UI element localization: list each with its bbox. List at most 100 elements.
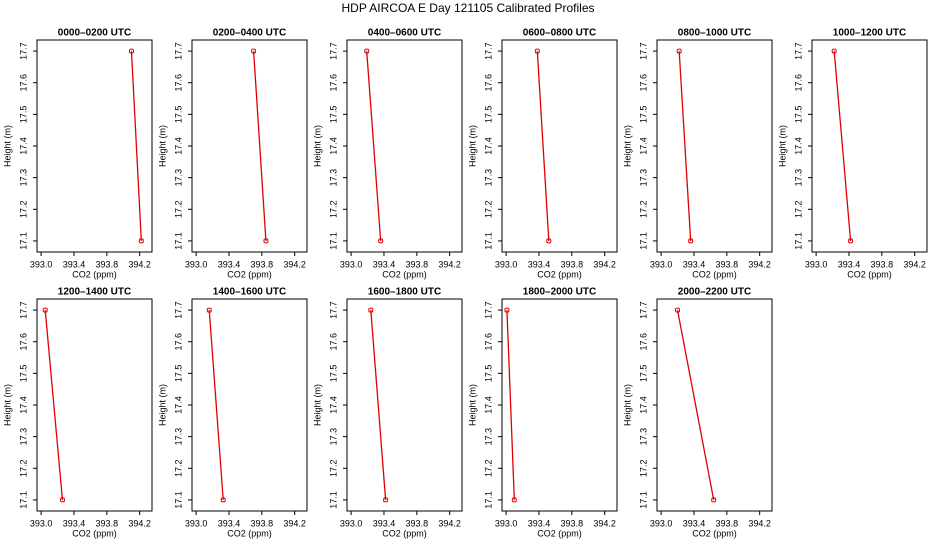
y-tick-label: 17.7	[328, 42, 338, 60]
y-tick-label: 17.1	[18, 491, 28, 509]
y-tick-label: 17.6	[483, 74, 493, 92]
y-tick-label: 17.4	[483, 396, 493, 414]
y-tick-label: 17.4	[638, 396, 648, 414]
y-tick-label: 17.7	[18, 301, 28, 319]
data-point	[675, 307, 681, 313]
x-tick-label: 393.4	[373, 259, 396, 269]
data-line	[366, 51, 382, 241]
x-tick-label: 393.8	[96, 518, 119, 528]
y-tick-label: 17.7	[483, 42, 493, 60]
data-point	[546, 238, 552, 244]
x-tick-label: 393.0	[650, 518, 673, 528]
x-tick-label: 393.4	[528, 518, 551, 528]
data-point	[128, 48, 134, 54]
x-axis-label: CO2 (ppm)	[537, 528, 582, 538]
plot-frame	[36, 39, 153, 253]
x-axis-label: CO2 (ppm)	[382, 269, 427, 279]
data-point	[220, 497, 226, 503]
x-tick-label: 393.0	[805, 259, 828, 269]
y-tick-label: 17.6	[638, 333, 648, 351]
chart-title: HDP AIRCOA E Day 121105 Calibrated Profi…	[341, 1, 594, 15]
y-tick-label: 17.2	[483, 460, 493, 478]
panel-title: 1600–1800 UTC	[368, 287, 441, 298]
y-axis-label: Height (m)	[312, 125, 322, 167]
y-tick-label: 17.3	[18, 428, 28, 446]
y-tick-label: 17.4	[328, 137, 338, 155]
y-tick-label: 17.5	[483, 106, 493, 124]
panel-title: 0000–0200 UTC	[58, 28, 131, 39]
y-tick-label: 17.2	[483, 201, 493, 219]
y-tick-label: 17.2	[638, 460, 648, 478]
y-axis-label: Height (m)	[467, 384, 477, 426]
data-point	[534, 48, 540, 54]
x-tick-label: 394.2	[903, 259, 926, 269]
y-tick-label: 17.7	[18, 42, 28, 60]
x-tick-label: 394.2	[283, 518, 306, 528]
plot-frame	[191, 298, 308, 512]
y-axis-label: Height (m)	[777, 125, 787, 167]
x-tick-label: 393.4	[683, 518, 706, 528]
y-tick-label: 17.4	[173, 396, 183, 414]
plot-frame	[656, 39, 773, 253]
data-point	[263, 238, 269, 244]
y-tick-label: 17.3	[18, 169, 28, 187]
x-axis-label: CO2 (ppm)	[847, 269, 892, 279]
x-tick-label: 393.0	[495, 518, 518, 528]
data-line	[208, 310, 224, 500]
y-tick-label: 17.7	[638, 42, 648, 60]
x-tick-label: 394.2	[748, 518, 771, 528]
y-tick-label: 17.5	[328, 106, 338, 124]
y-axis-label: Height (m)	[157, 384, 167, 426]
panel-title: 0200–0400 UTC	[213, 28, 286, 39]
y-tick-label: 17.3	[483, 428, 493, 446]
y-tick-label: 17.5	[483, 365, 493, 383]
y-tick-label: 17.2	[328, 460, 338, 478]
data-point	[42, 307, 48, 313]
y-tick-label: 17.1	[793, 232, 803, 250]
y-tick-label: 17.3	[638, 428, 648, 446]
x-tick-label: 393.0	[495, 259, 518, 269]
x-tick-label: 393.4	[218, 518, 241, 528]
data-point	[138, 238, 144, 244]
plot-frame	[811, 39, 928, 253]
y-tick-label: 17.4	[173, 137, 183, 155]
y-tick-label: 17.4	[793, 137, 803, 155]
y-tick-label: 17.6	[483, 333, 493, 351]
y-tick-label: 17.7	[483, 301, 493, 319]
panel-title: 1400–1600 UTC	[213, 287, 286, 298]
y-tick-label: 17.5	[638, 106, 648, 124]
panel-title: 0800–1000 UTC	[678, 28, 751, 39]
y-tick-label: 17.1	[173, 232, 183, 250]
y-tick-label: 17.2	[18, 460, 28, 478]
y-tick-label: 17.1	[638, 491, 648, 509]
x-tick-label: 393.8	[871, 259, 894, 269]
y-tick-label: 17.4	[328, 396, 338, 414]
y-tick-label: 17.7	[328, 301, 338, 319]
y-tick-label: 17.2	[638, 201, 648, 219]
y-tick-label: 17.6	[18, 74, 28, 92]
x-tick-label: 394.2	[283, 259, 306, 269]
y-tick-label: 17.1	[483, 491, 493, 509]
x-tick-label: 393.4	[373, 518, 396, 528]
data-point	[688, 238, 694, 244]
x-tick-label: 393.8	[716, 518, 739, 528]
x-tick-label: 393.4	[683, 259, 706, 269]
y-tick-label: 17.5	[18, 365, 28, 383]
data-line	[676, 309, 715, 501]
x-tick-label: 394.2	[593, 259, 616, 269]
data-point	[504, 307, 510, 313]
x-tick-label: 393.4	[63, 518, 86, 528]
x-axis-label: CO2 (ppm)	[692, 528, 737, 538]
y-tick-label: 17.3	[793, 169, 803, 187]
x-tick-label: 393.0	[185, 259, 208, 269]
x-tick-label: 393.4	[63, 259, 86, 269]
y-tick-label: 17.6	[793, 74, 803, 92]
x-tick-label: 393.8	[561, 259, 584, 269]
x-tick-label: 393.0	[650, 259, 673, 269]
data-point	[364, 48, 370, 54]
x-tick-label: 393.8	[251, 518, 274, 528]
y-axis-label: Height (m)	[622, 125, 632, 167]
y-tick-label: 17.4	[483, 137, 493, 155]
x-axis-label: CO2 (ppm)	[382, 528, 427, 538]
